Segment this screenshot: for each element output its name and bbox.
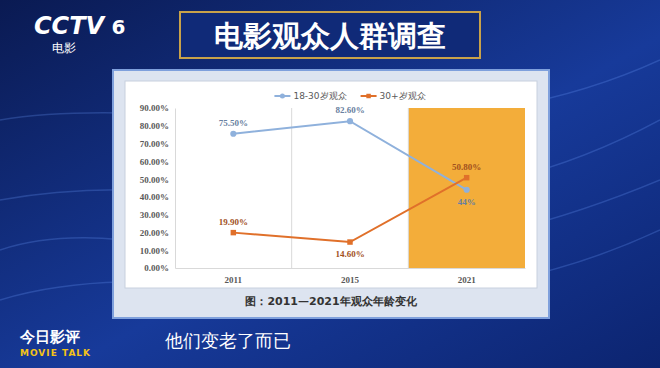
x-tick-label: 2011 — [225, 275, 243, 285]
series-marker — [464, 187, 470, 193]
y-tick: 20.00% — [140, 228, 175, 238]
y-tick-label: 20.00% — [140, 228, 169, 238]
y-tick: 0.00% — [144, 263, 175, 273]
x-tick: 2015 — [341, 268, 360, 285]
legend-label: 30+岁观众 — [380, 91, 426, 101]
y-tick: 30.00% — [140, 210, 175, 220]
channel-number: 6 — [112, 15, 126, 39]
highlight-band — [408, 108, 525, 268]
x-axis: 2011 2015 2021 — [176, 268, 526, 285]
y-tick-label: 70.00% — [140, 139, 169, 149]
legend-item: 18-30岁观众 — [274, 91, 346, 101]
data-label: 19.90% — [219, 217, 248, 227]
y-tick-label: 40.00% — [140, 192, 169, 202]
program-name: 今日影评 — [19, 328, 80, 346]
series-marker — [230, 131, 236, 137]
canvas: CCTV6 电影 电影观众人群调查图：2011—2021年观众年龄变化 0.00% 10… — [0, 0, 660, 368]
legend: 18-30岁观众 30+岁观众 — [274, 91, 425, 101]
category-separator — [408, 108, 409, 268]
channel-name: 电影 — [52, 41, 76, 55]
data-labels: 75.50% 82.60% 44% 19.90% 14.60% 50.80% — [219, 105, 482, 259]
series-marker — [347, 239, 352, 244]
y-tick-label: 0.00% — [144, 263, 169, 273]
data-label: 44% — [458, 197, 476, 207]
series-marker — [464, 175, 469, 180]
subtitle: 他们变老了而已 — [165, 330, 291, 351]
x-tick: 2021 — [458, 268, 477, 285]
y-tick: 60.00% — [140, 157, 175, 167]
series-line — [233, 121, 466, 190]
series-line — [233, 178, 466, 242]
x-tick-label: 2015 — [341, 275, 360, 285]
background — [0, 0, 660, 368]
x-axis-line — [176, 268, 526, 269]
y-tick-label: 60.00% — [140, 157, 169, 167]
y-axis: 0.00% 10.00% 20.00% 30.00% 40.00% 50.00% 60.00… — [140, 103, 176, 273]
y-tick-label: 90.00% — [140, 103, 169, 113]
panel-frame — [113, 70, 549, 318]
data-label: 14.60% — [335, 249, 364, 259]
data-label: 75.50% — [219, 118, 248, 128]
y-axis-line — [175, 109, 176, 269]
x-tick-label: 2021 — [458, 275, 477, 285]
y-tick: 80.00% — [140, 121, 175, 131]
caption: 图：2011—2021年观众年龄变化 — [245, 295, 417, 308]
y-tick: 70.00% — [140, 139, 175, 149]
y-tick-label: 30.00% — [140, 210, 169, 220]
title: 电影观众人群调查 — [214, 19, 446, 53]
y-tick-label: 50.00% — [140, 174, 169, 184]
y-tick: 50.00% — [140, 174, 175, 184]
marks — [230, 118, 470, 245]
y-tick: 10.00% — [140, 246, 175, 256]
data-label: 82.60% — [335, 105, 364, 115]
title-banner — [180, 12, 480, 58]
program-name-en: MOVIE TALK — [20, 348, 91, 358]
legend-marker — [280, 93, 285, 98]
chart-area — [125, 81, 537, 288]
channel-logo: CCTV — [34, 12, 107, 40]
category-separator — [291, 108, 292, 268]
series-marker — [231, 230, 236, 235]
y-tick-label: 10.00% — [140, 246, 169, 256]
y-tick-label: 80.00% — [140, 121, 169, 131]
series-marker — [347, 118, 353, 124]
legend-item: 30+岁观众 — [361, 91, 426, 101]
legend-marker — [366, 94, 370, 98]
y-tick: 90.00% — [140, 103, 175, 113]
x-tick: 2011 — [225, 268, 243, 285]
y-tick: 40.00% — [140, 192, 175, 202]
legend-label: 18-30岁观众 — [293, 91, 346, 101]
data-label: 50.80% — [452, 162, 481, 172]
